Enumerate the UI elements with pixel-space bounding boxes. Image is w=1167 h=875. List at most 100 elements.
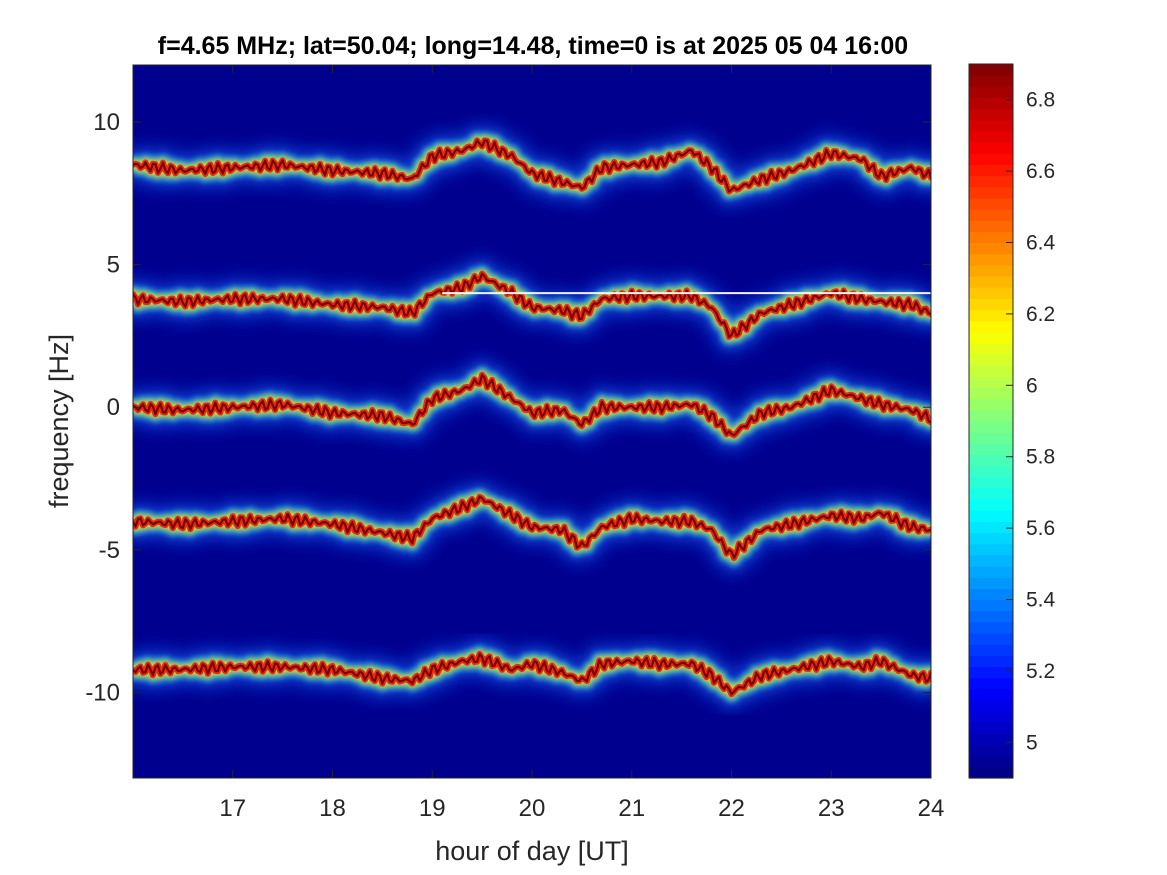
colorbar-segment	[969, 699, 1013, 712]
colorbar-segment	[969, 209, 1013, 221]
colorbar-tick-label: 6.8	[1026, 89, 1055, 112]
colorbar-segment	[969, 711, 1013, 723]
colorbar-segment	[969, 86, 1013, 99]
colorbar-segment	[969, 186, 1013, 199]
colorbar-segment	[969, 309, 1013, 322]
colorbar-segment	[969, 688, 1013, 701]
colorbar-segment	[969, 621, 1013, 634]
spectral-traces	[133, 123, 931, 712]
colorbar-segment	[969, 465, 1013, 478]
colorbar	[969, 64, 1013, 779]
colorbar-segment	[969, 342, 1013, 355]
colorbar-segment	[969, 588, 1013, 601]
x-tick-label: 20	[519, 795, 546, 822]
colorbar-segment	[969, 331, 1013, 344]
trace-core	[133, 272, 931, 339]
colorbar-segment	[969, 722, 1013, 734]
colorbar-segment	[969, 387, 1013, 400]
colorbar-segment	[969, 119, 1013, 132]
colorbar-segment	[969, 130, 1013, 143]
colorbar-segment	[969, 108, 1013, 121]
colorbar-segment	[969, 599, 1013, 612]
colorbar-tick-label: 6.6	[1026, 160, 1055, 183]
colorbar-segment	[969, 510, 1013, 523]
x-tick-label: 19	[419, 795, 446, 822]
colorbar-segment	[969, 153, 1013, 166]
colorbar-segment	[969, 677, 1013, 690]
spectral-trace	[133, 357, 931, 453]
trace-core	[133, 373, 931, 437]
colorbar-segment	[969, 766, 1013, 779]
colorbar-tick-label: 5.4	[1026, 589, 1056, 612]
colorbar-tick-label: 6	[1026, 374, 1038, 397]
spectral-trace	[133, 636, 931, 712]
colorbar-segment	[969, 432, 1013, 444]
colorbar-segment	[969, 666, 1013, 679]
y-tick-label: 10	[93, 109, 120, 136]
colorbar-segment	[969, 75, 1013, 87]
colorbar-segment	[969, 354, 1013, 366]
y-tick-label: -5	[99, 537, 120, 564]
colorbar-tick-label: 6.2	[1026, 303, 1055, 326]
colorbar-segment	[969, 142, 1013, 154]
colorbar-segment	[969, 755, 1013, 768]
colorbar-segment	[969, 264, 1013, 277]
trace-core	[133, 139, 931, 193]
colorbar-segment	[969, 421, 1013, 433]
y-tick-label: 0	[107, 394, 120, 421]
colorbar-segment	[969, 164, 1013, 177]
colorbar-segment	[969, 242, 1013, 255]
y-axis: 10 5 0 -5 -10	[85, 109, 931, 706]
colorbar-segment	[969, 566, 1013, 578]
colorbar-segment	[969, 744, 1013, 757]
x-tick-label: 24	[918, 795, 945, 822]
colorbar-segment	[969, 487, 1013, 500]
colorbar-segment	[969, 476, 1013, 489]
y-tick-label: -10	[85, 679, 120, 706]
x-tick-label: 22	[718, 795, 745, 822]
trace-core	[133, 495, 931, 560]
colorbar-frame	[968, 63, 1014, 779]
colorbar-segment	[969, 175, 1013, 188]
x-tick-label: 17	[219, 795, 246, 822]
x-axis: 17 18 19 20 21 22 23 24	[219, 65, 944, 822]
spectral-trace	[133, 256, 931, 354]
colorbar-segment	[969, 320, 1013, 333]
colorbar-segment	[969, 97, 1013, 110]
colorbar-segment	[969, 554, 1013, 567]
colorbar-segment	[969, 231, 1013, 244]
colorbar-tick-label: 5.6	[1026, 517, 1055, 540]
colorbar-segment	[969, 499, 1013, 511]
colorbar-segment	[969, 577, 1013, 589]
colorbar-tick-label: 5	[1026, 731, 1038, 754]
x-tick-label: 23	[818, 795, 845, 822]
colorbar-segment	[969, 543, 1013, 556]
y-tick-label: 5	[107, 252, 120, 279]
colorbar-segment	[969, 197, 1013, 210]
colorbar-segment	[969, 287, 1013, 299]
colorbar-segment	[969, 454, 1013, 467]
chart-title: f=4.65 MHz; lat=50.04; long=14.48, time=…	[158, 32, 908, 60]
colorbar-segment	[969, 298, 1013, 311]
x-tick-label: 21	[618, 795, 645, 822]
colorbar-segment	[969, 253, 1013, 266]
spectral-trace	[133, 123, 931, 209]
colorbar-segment	[969, 64, 1013, 76]
colorbar-segment	[969, 644, 1013, 656]
colorbar-segment	[969, 443, 1013, 456]
colorbar-segment	[969, 532, 1013, 545]
colorbar-segment	[969, 733, 1013, 746]
colorbar-ticks: 5 5.2 5.4 5.6 5.8 6 6.2 6.4 6.6 6.8	[1006, 89, 1056, 754]
colorbar-tick-label: 5.2	[1026, 660, 1055, 683]
trace-core	[133, 652, 931, 696]
colorbar-segment	[969, 275, 1013, 288]
colorbar-segment	[969, 365, 1013, 377]
colorbar-segment	[969, 409, 1013, 422]
colorbar-tick-label: 6.4	[1026, 232, 1056, 255]
colorbar-segment	[969, 521, 1013, 534]
colorbar-segment	[969, 655, 1013, 668]
x-axis-label: hour of day [UT]	[435, 836, 629, 866]
colorbar-segment	[969, 376, 1013, 389]
colorbar-segment	[969, 220, 1013, 232]
